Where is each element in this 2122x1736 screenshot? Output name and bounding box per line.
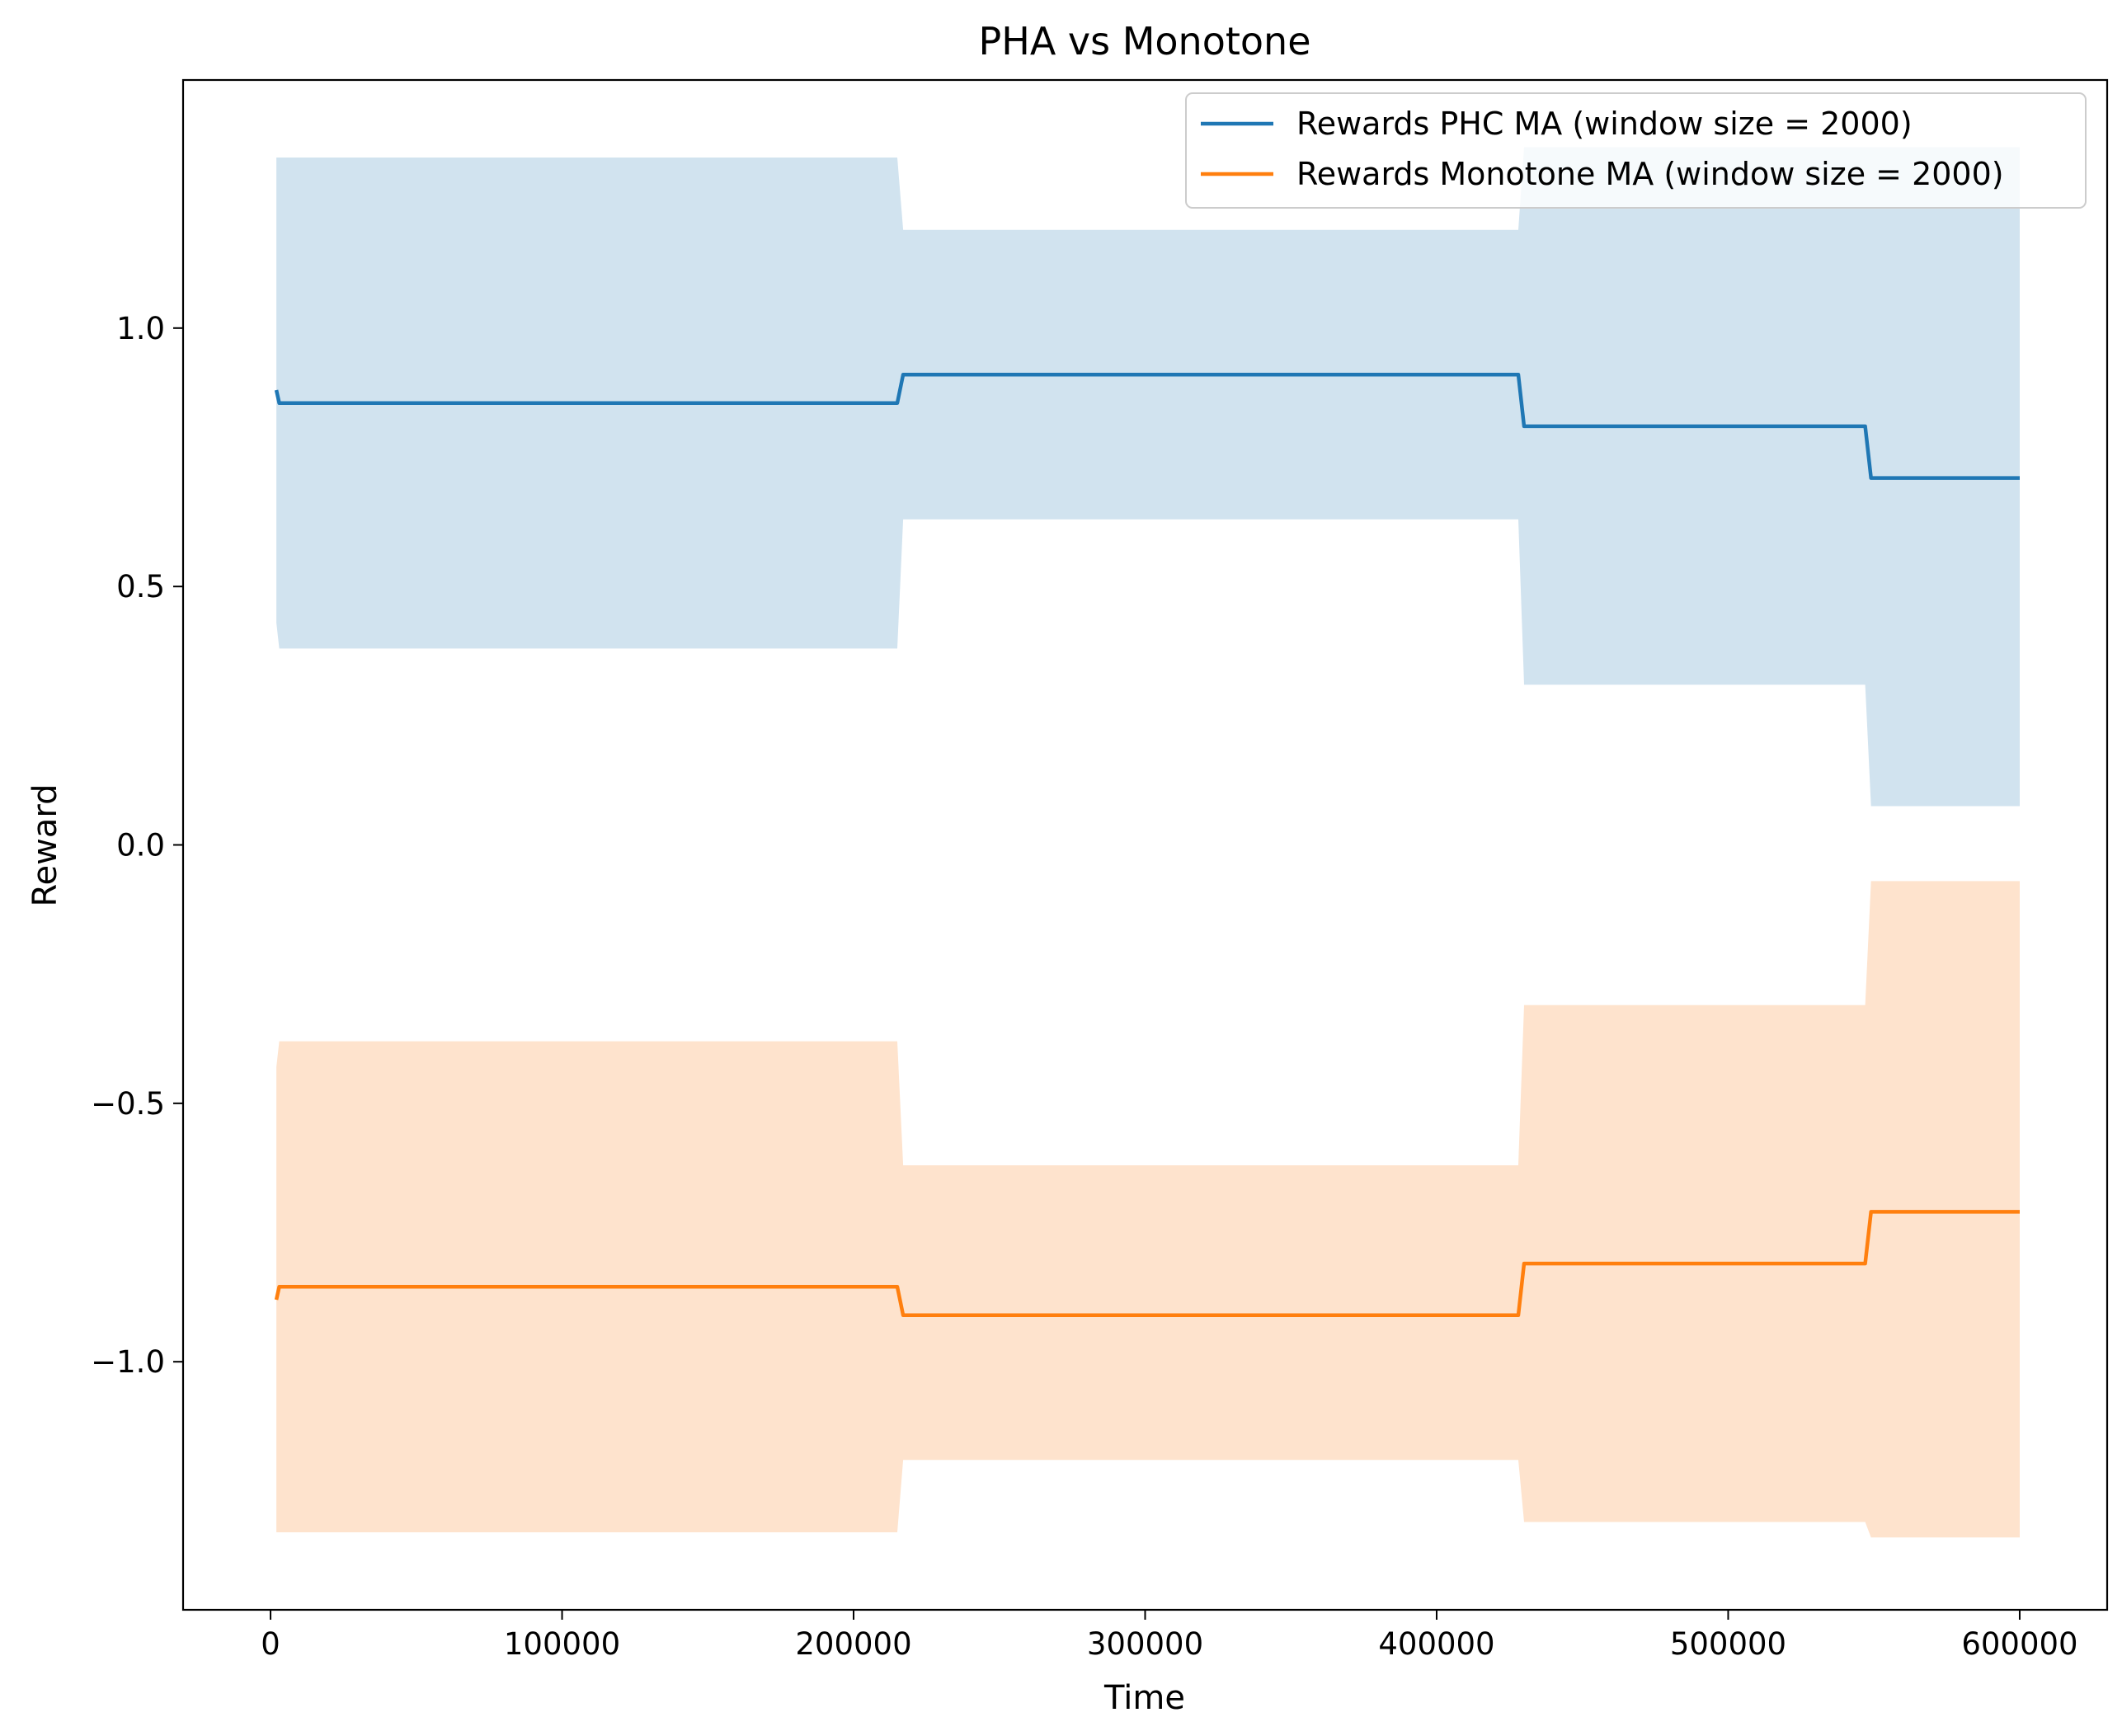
y-axis-ticks: −1.0 −0.5 0.0 0.5 1.0 <box>91 311 183 1380</box>
series-lines <box>274 372 2020 1318</box>
x-tick-label: 300000 <box>1087 1626 1203 1662</box>
series-line-phc <box>274 372 2020 480</box>
y-tick-label: 0.0 <box>116 828 165 863</box>
x-tick-label: 100000 <box>504 1626 620 1662</box>
legend: Rewards PHC MA (window size = 2000) Rewa… <box>1185 92 2087 209</box>
series-line-monotone <box>274 1210 2020 1318</box>
y-tick-label: −0.5 <box>91 1086 165 1122</box>
y-tick-label: −1.0 <box>91 1344 165 1380</box>
x-tick-label: 500000 <box>1670 1626 1786 1662</box>
x-tick-label: 200000 <box>795 1626 911 1662</box>
x-tick-label: 400000 <box>1378 1626 1494 1662</box>
x-tick-label: 0 <box>261 1626 280 1662</box>
legend-label-phc: Rewards PHC MA (window size = 2000) <box>1296 106 1913 142</box>
chart-title: PHA vs Monotone <box>979 19 1311 64</box>
x-axis-label: Time <box>1103 1679 1185 1717</box>
legend-label-monotone: Rewards Monotone MA (window size = 2000) <box>1296 156 2004 192</box>
band-monotone <box>276 881 2020 1538</box>
confidence-bands <box>276 147 2020 1538</box>
y-axis-label: Reward <box>26 784 64 907</box>
band-phc <box>276 147 2020 807</box>
x-tick-label: 600000 <box>1961 1626 2077 1662</box>
y-tick-label: 1.0 <box>116 311 165 346</box>
y-tick-label: 0.5 <box>116 569 165 605</box>
x-axis-ticks: 0 100000 200000 300000 400000 500000 600000 <box>261 1610 2078 1662</box>
legend-box <box>1185 92 2087 209</box>
